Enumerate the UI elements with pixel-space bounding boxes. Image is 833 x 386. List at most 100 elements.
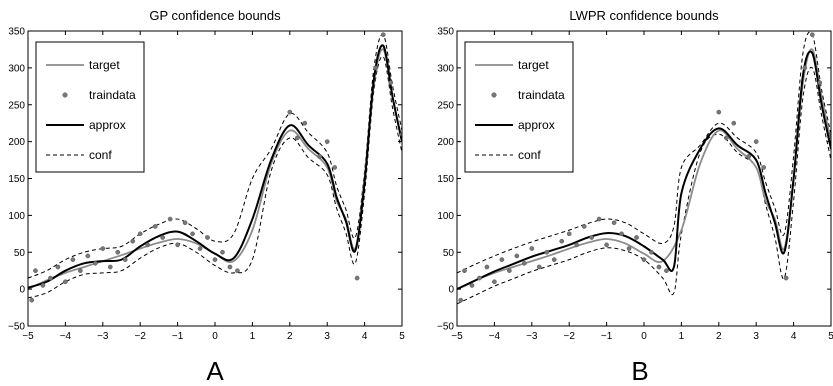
traindata-point [619, 231, 624, 237]
traindata-point [559, 238, 565, 244]
traindata-point [626, 246, 632, 251]
traindata-point [664, 268, 669, 274]
conf-lower-line [457, 66, 831, 305]
traindata-point [783, 275, 789, 281]
traindata-point [137, 231, 143, 237]
traindata-point [828, 131, 831, 137]
traindata-point [227, 264, 233, 270]
traindata-point [145, 242, 151, 248]
y-tick-label: 50 [14, 248, 26, 259]
traindata-point [469, 283, 475, 288]
legend-box [464, 41, 574, 173]
panel-label: A [206, 356, 224, 386]
traindata-point [809, 32, 815, 38]
y-tick-label: −50 [8, 322, 25, 333]
traindata-point [182, 220, 188, 226]
traindata-point [197, 246, 203, 251]
traindata-point [55, 264, 61, 270]
traindata-point [746, 154, 752, 159]
traindata-point [287, 109, 293, 115]
x-tick-label: 5 [399, 331, 405, 342]
traindata-point [596, 216, 602, 222]
y-tick-label: 350 [8, 27, 25, 38]
traindata-point [761, 165, 767, 170]
x-tick-label: −4 [60, 331, 72, 342]
y-tick-label: 250 [437, 100, 454, 111]
legend-box [35, 41, 145, 173]
traindata-point [507, 268, 512, 274]
traindata-point [802, 65, 808, 71]
traindata-point [574, 242, 580, 248]
y-tick-label: 300 [437, 63, 454, 74]
traindata-point [332, 165, 338, 170]
y-tick-label: 0 [19, 285, 25, 296]
traindata-point [634, 235, 639, 240]
traindata-point [122, 257, 128, 262]
legend-conf-label: conf [518, 148, 541, 162]
traindata-point [716, 109, 722, 115]
traindata-point [373, 65, 379, 71]
y-tick-label: 300 [8, 63, 25, 74]
conf-lower-line [28, 55, 402, 299]
traindata-point [235, 268, 240, 274]
conf-upper-line [457, 31, 831, 274]
traindata-point [212, 257, 218, 262]
x-tick-label: −1 [172, 331, 184, 342]
legend-conf-label: conf [89, 148, 112, 162]
legend-approx-label: approx [518, 118, 555, 132]
traindata-point [544, 249, 550, 255]
traindata-point [649, 249, 654, 255]
x-tick-label: 1 [679, 331, 685, 342]
traindata-point [581, 224, 587, 229]
traindata-point [324, 139, 330, 144]
y-tick-label: 100 [437, 211, 454, 222]
y-tick-label: 200 [437, 137, 454, 148]
traindata-point [477, 275, 482, 281]
traindata-point [458, 297, 464, 303]
chart-panel-b: LWPR confidence bounds −5 −4 −3 −2 −1 0 1 2 3 4 5 −5… [437, 8, 833, 386]
legend-target-label: target [518, 58, 549, 72]
traindata-point [70, 257, 76, 262]
traindata-point [388, 80, 394, 85]
traindata-point [317, 154, 323, 159]
traindata-point [380, 32, 386, 38]
traindata-point [167, 216, 173, 222]
approx-line [457, 50, 831, 291]
traindata-point [566, 231, 572, 237]
traindata-point [220, 249, 225, 255]
traindata-point [499, 257, 505, 262]
traindata-point [115, 249, 121, 255]
x-tick-label: −4 [489, 331, 501, 342]
traindata-point [48, 275, 53, 281]
y-tick-label: 100 [8, 211, 25, 222]
x-tick-label: 5 [828, 331, 833, 342]
traindata-point [33, 268, 38, 274]
traindata-point [40, 283, 46, 288]
y-tick-label: 150 [437, 174, 454, 185]
traindata-point [107, 264, 113, 270]
traindata-point [611, 220, 617, 226]
x-tick-label: 4 [791, 331, 797, 342]
traindata-point [589, 235, 594, 240]
traindata-point [85, 253, 91, 259]
y-tick-label: 250 [8, 100, 25, 111]
legend: target traindata approx conf [464, 41, 574, 173]
x-tick-label: 1 [250, 331, 256, 342]
traindata-point [354, 275, 360, 281]
plot-area [457, 31, 831, 305]
traindata-point [152, 224, 158, 229]
x-tick-label: −1 [601, 331, 613, 342]
chart-panel-a: GP confidence bounds −5 −4 −3 −2 −1 0 1 2 3 4 5 −50 0… [8, 8, 405, 386]
y-tick-label: 0 [448, 285, 454, 296]
traindata-point [484, 264, 490, 270]
x-tick-label: 3 [753, 331, 759, 342]
traindata-point [492, 279, 497, 285]
legend: target traindata approx conf [35, 41, 145, 173]
traindata-point [190, 231, 195, 237]
y-tick-label: 150 [8, 174, 25, 185]
traindata-point [731, 120, 737, 126]
traindata-point [536, 264, 542, 270]
panel-label: B [631, 356, 648, 386]
x-tick-label: −5 [22, 331, 34, 342]
